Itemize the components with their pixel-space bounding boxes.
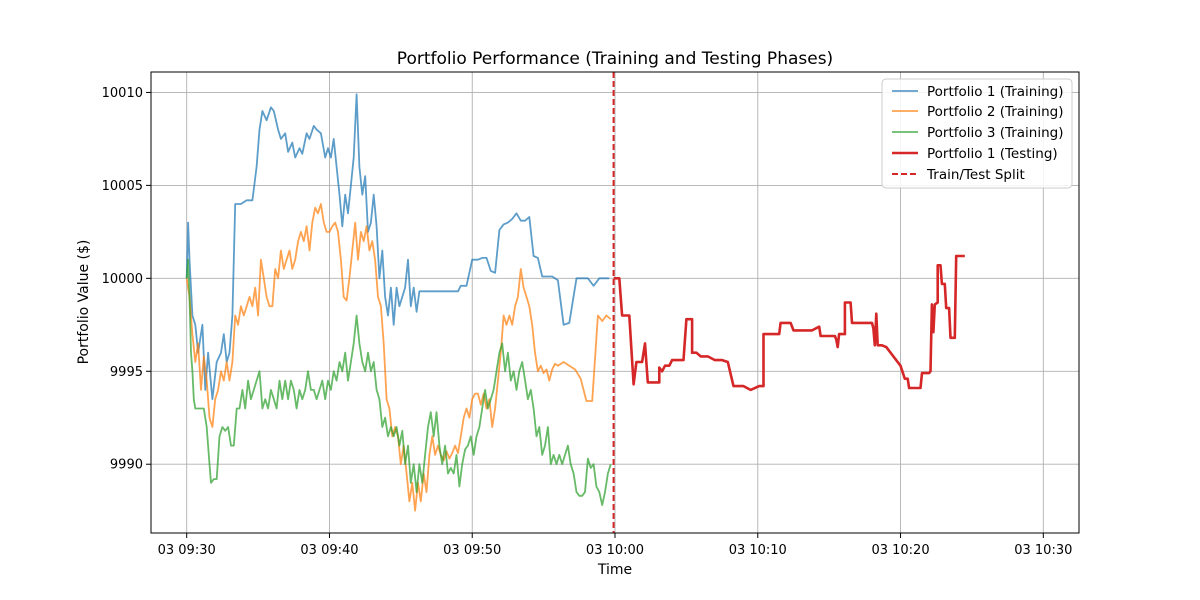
y-tick-label: 10010: [102, 86, 143, 101]
chart-title: Portfolio Performance (Training and Test…: [397, 49, 833, 69]
x-axis-ticks: 03 09:30 03 09:40 03 09:50 03 10:00 03 10:10…: [158, 533, 1072, 558]
y-tick-label: 10000: [102, 272, 143, 287]
legend-label-portfolio-1-testing: Portfolio 1 (Testing): [927, 146, 1058, 162]
legend-label-portfolio-1-training: Portfolio 1 (Training): [927, 84, 1064, 100]
series-line-portfolio-3-training: [185, 258, 612, 506]
x-tick-label: 03 10:00: [586, 543, 644, 558]
series-line-portfolio-2-training: [185, 203, 612, 512]
x-tick-label: 03 10:10: [729, 543, 787, 558]
x-tick-label: 03 10:30: [1014, 543, 1072, 558]
x-tick-label: 03 10:20: [871, 543, 929, 558]
y-axis-ticks: 9990 9995 10000 10005 10010: [102, 86, 151, 473]
legend-label-train-test-split: Train/Test Split: [926, 167, 1025, 183]
series-line-portfolio-1-training: [185, 93, 610, 401]
legend: Portfolio 1 (Training) Portfolio 2 (Trai…: [881, 78, 1073, 189]
y-tick-label: 9995: [110, 365, 143, 380]
y-tick-label: 10005: [102, 179, 143, 194]
x-tick-label: 03 09:30: [158, 543, 216, 558]
series-line-portfolio-1-testing: [613, 254, 965, 392]
x-tick-label: 03 09:40: [300, 543, 358, 558]
y-axis-label: Portfolio Value ($): [76, 240, 92, 365]
legend-label-portfolio-3-training: Portfolio 3 (Training): [927, 125, 1064, 141]
legend-box: [881, 78, 1073, 189]
legend-label-portfolio-2-training: Portfolio 2 (Training): [927, 104, 1064, 120]
x-tick-label: 03 09:50: [443, 543, 501, 558]
y-tick-label: 9990: [110, 458, 143, 473]
x-axis-label: Time: [597, 562, 632, 578]
plot-series: [185, 93, 965, 512]
